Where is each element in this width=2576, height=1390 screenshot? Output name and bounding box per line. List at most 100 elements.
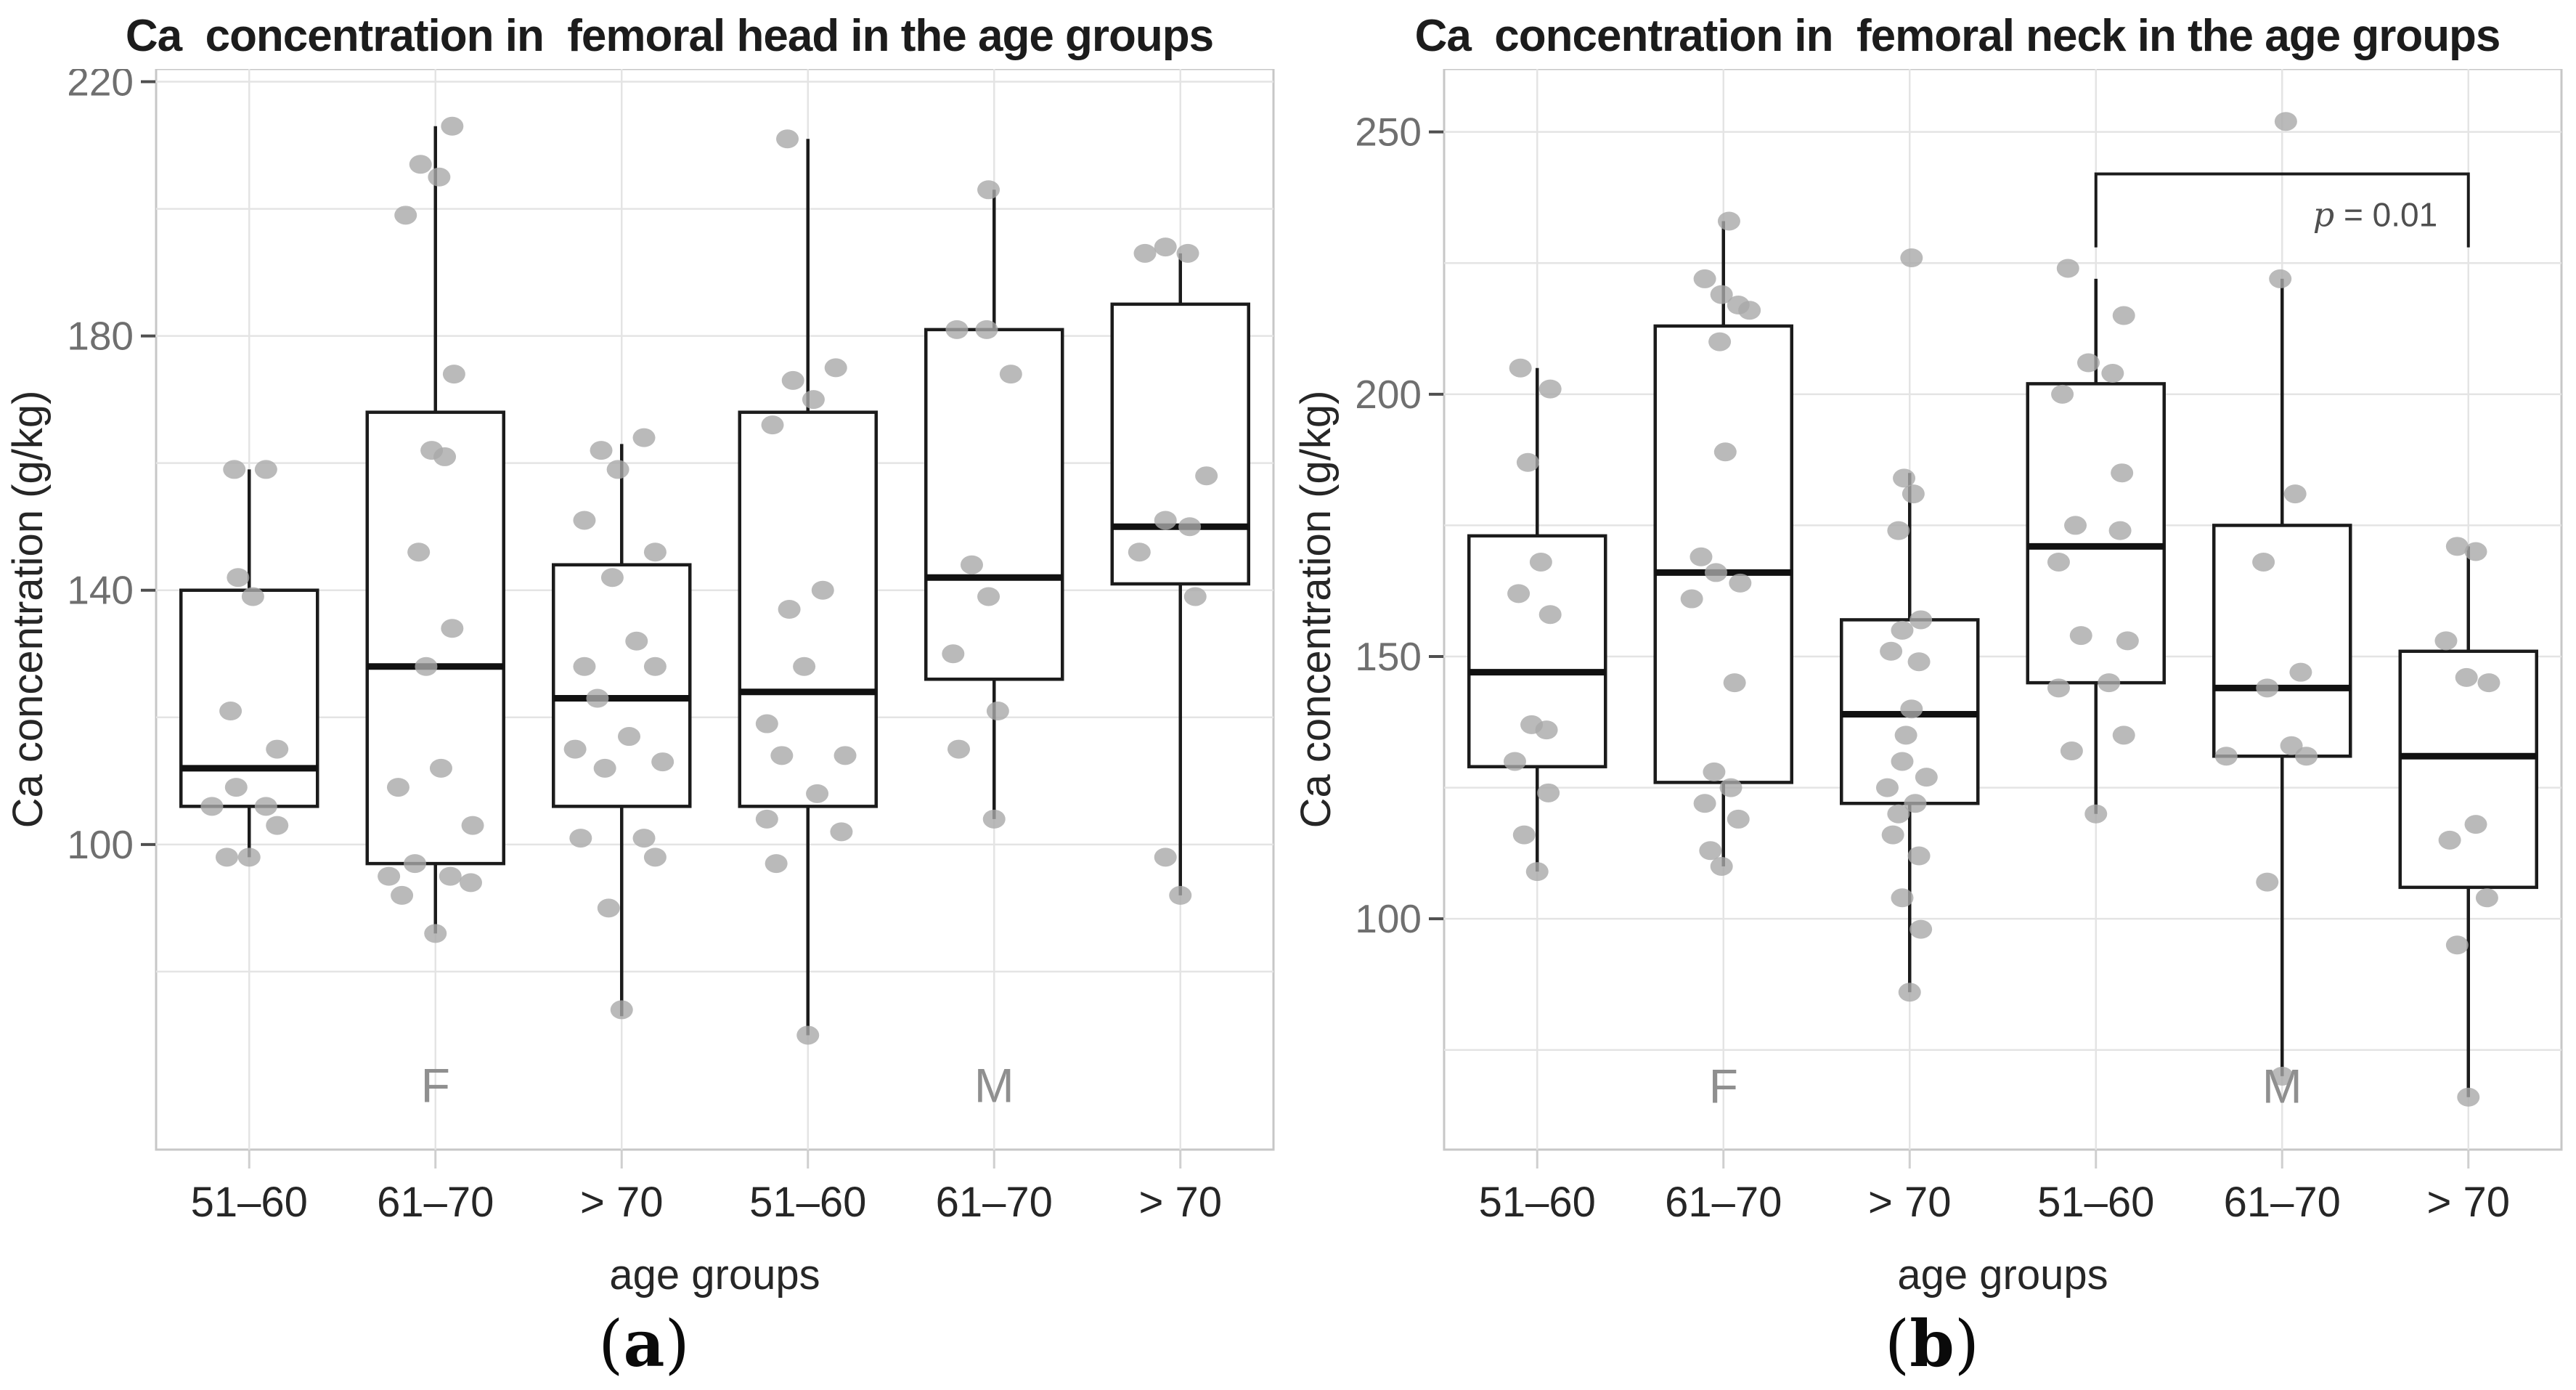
data-point: [1693, 794, 1716, 813]
data-point: [241, 587, 264, 606]
jitter-points: [563, 428, 674, 1020]
sex-facet-label: M: [974, 1058, 1014, 1112]
iqr-box: [1653, 324, 1793, 784]
caption-a-close: ): [664, 1306, 690, 1381]
data-point: [2064, 516, 2087, 535]
box-group: [738, 139, 878, 1036]
y-axis-title: Ca concentration (g/kg): [1292, 391, 1340, 829]
data-point: [2256, 678, 2279, 698]
data-point: [632, 428, 656, 447]
data-point: [793, 657, 816, 676]
iqr-box: [1110, 302, 1250, 586]
data-point: [986, 702, 1009, 721]
jitter-points: [1875, 248, 1938, 1002]
data-point: [1690, 547, 1713, 566]
data-point: [1509, 358, 1532, 378]
iqr-box: [924, 328, 1064, 681]
x-tick-label: 51–60: [1479, 1179, 1596, 1226]
data-point: [1904, 794, 1927, 813]
data-point: [2112, 726, 2135, 745]
data-point: [394, 206, 417, 225]
data-point: [1178, 517, 1202, 537]
sex-facet-label: M: [2262, 1059, 2302, 1113]
box-group: [2026, 278, 2166, 814]
data-point: [1900, 248, 1923, 268]
data-point: [227, 568, 250, 588]
data-point: [1898, 983, 1921, 1002]
data-point: [404, 854, 427, 874]
data-point: [1183, 587, 1207, 606]
data-point: [391, 885, 414, 905]
data-point: [1529, 552, 1552, 572]
jitter-points: [2434, 537, 2500, 1107]
x-tick-label: 51–60: [749, 1179, 866, 1226]
data-point: [1512, 825, 1536, 845]
data-point: [610, 1000, 633, 1020]
x-tick-label: 51–60: [191, 1179, 308, 1226]
data-point: [590, 441, 613, 460]
data-point: [573, 511, 596, 530]
data-point: [441, 619, 464, 638]
data-point: [999, 365, 1022, 384]
data-point: [593, 758, 616, 778]
data-point: [2464, 542, 2487, 561]
sex-facet-label: F: [421, 1058, 450, 1112]
data-point: [2280, 736, 2303, 755]
data-point: [606, 460, 629, 479]
data-point: [433, 447, 457, 466]
data-point: [415, 657, 438, 676]
data-point: [1538, 379, 1562, 399]
data-point: [237, 848, 261, 867]
data-point: [1693, 269, 1716, 288]
data-point: [2252, 552, 2275, 572]
data-point: [2445, 537, 2469, 556]
data-point: [1887, 521, 1910, 540]
data-point: [1195, 466, 1218, 486]
data-point: [776, 129, 799, 149]
data-point: [2256, 872, 2279, 892]
y-axis-title: Ca concentration (g/kg): [4, 391, 52, 829]
data-point: [1154, 237, 1177, 257]
data-point: [947, 739, 971, 759]
box-group: [2398, 546, 2538, 1097]
data-point: [643, 542, 667, 562]
data-point: [1891, 620, 1914, 640]
jitter-points: [755, 129, 857, 1045]
iqr-box: [365, 410, 505, 866]
data-point: [2475, 888, 2498, 908]
data-point: [833, 746, 857, 765]
iqr-box: [2026, 382, 2166, 685]
data-point: [378, 866, 401, 886]
data-point: [2283, 484, 2307, 504]
data-point: [2060, 741, 2083, 761]
data-point: [643, 848, 667, 867]
data-point: [569, 829, 592, 848]
boxplot-chart-a: 100 140 180 220 F M 51–60 61–70 > 70 51–60 61–70 > …: [4, 69, 1275, 1298]
x-tick-label: 61–70: [936, 1179, 1053, 1226]
data-point: [2434, 631, 2458, 651]
data-point: [2438, 830, 2461, 850]
x-tick-label: > 70: [580, 1179, 664, 1226]
caption-b-close: ): [1954, 1306, 1980, 1381]
data-point: [266, 816, 289, 835]
data-point: [632, 829, 656, 848]
y-tick-label: 180: [67, 314, 134, 359]
data-point: [1729, 573, 1752, 593]
data-point: [1887, 804, 1910, 824]
data-point: [982, 809, 1006, 829]
data-point: [424, 924, 447, 943]
caption-a: (a): [0, 1304, 1288, 1390]
data-point: [441, 116, 464, 136]
data-point: [2051, 384, 2074, 404]
data-point: [254, 797, 277, 816]
data-point: [2269, 269, 2292, 288]
data-point: [2101, 363, 2124, 383]
data-point: [1717, 211, 1740, 231]
data-point: [2455, 667, 2478, 687]
data-point: [960, 555, 983, 574]
data-point: [1909, 610, 1933, 630]
data-point: [409, 155, 432, 174]
data-point: [1708, 332, 1732, 351]
data-point: [2477, 673, 2500, 693]
data-point: [429, 758, 452, 778]
